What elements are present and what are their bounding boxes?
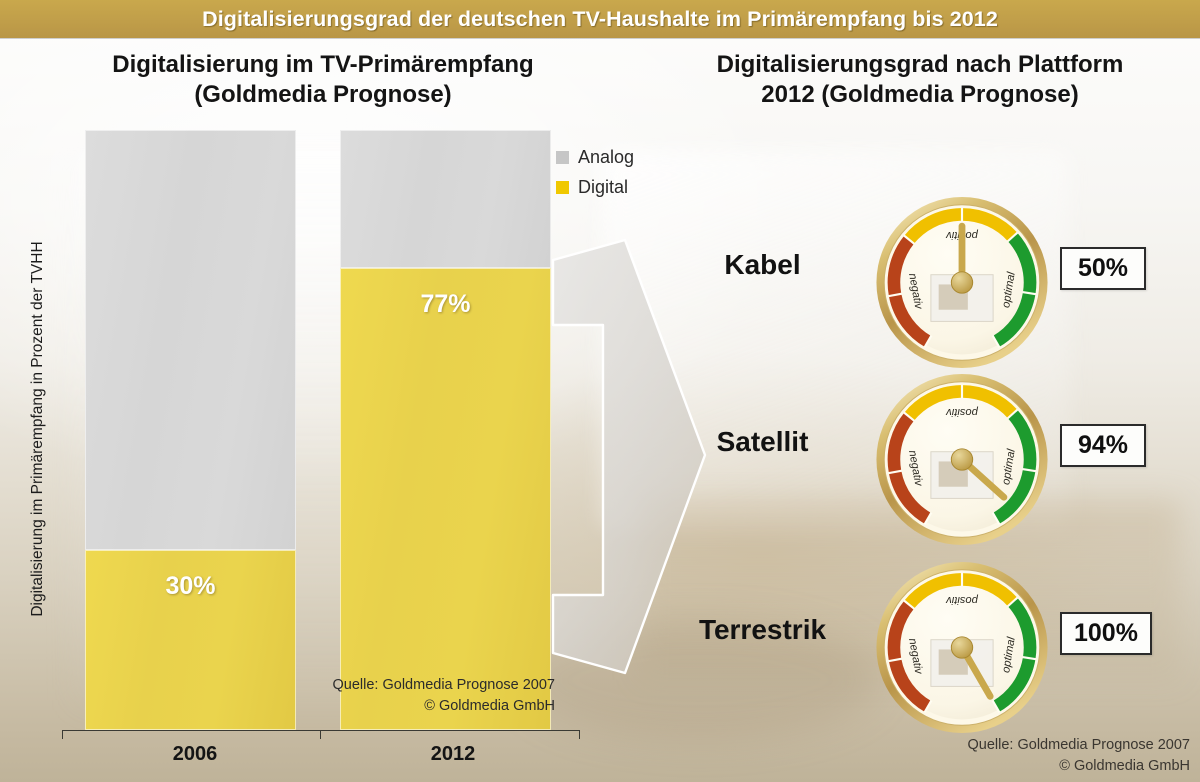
svg-text:positiv: positiv — [945, 406, 979, 418]
legend-item-analog: Analog — [556, 142, 634, 172]
page-title: Digitalisierungsgrad der deutschen TV-Ha… — [202, 6, 998, 31]
bar-segment-digital-2006 — [85, 550, 296, 730]
platform-label-terrestrik: Terrestrik — [698, 614, 827, 645]
x-axis-tick-middle — [320, 730, 321, 739]
bar-value-2012: 77% — [420, 290, 471, 318]
x-axis-tick-right — [579, 730, 580, 739]
legend-swatch-analog-icon — [556, 150, 569, 164]
percent-badge-satellit: 94% — [1060, 424, 1146, 467]
header-bar: Digitalisierungsgrad der deutschen TV-Ha… — [0, 0, 1200, 38]
right-panel-title: Digitalisierungsgrad nach Plattform 2012… — [716, 51, 1124, 108]
bar-2012: 77% — [340, 130, 551, 730]
chart-source-line-1: Quelle: Goldmedia Prognose 2007 — [332, 677, 555, 693]
bar-segment-analog-2012 — [340, 130, 551, 268]
x-axis-line — [62, 730, 580, 731]
bar-2006: 30% — [85, 130, 296, 730]
x-axis-tick-label-2006: 2006 — [172, 743, 218, 765]
chart-source-line-2: © Goldmedia GmbH — [424, 698, 555, 714]
y-axis-label: Digitalisierung im Primärempfang in Proz… — [29, 241, 46, 617]
gauge-satellit: negativ positiv optimal — [872, 372, 1052, 547]
chart-source-note: Quelle: Goldmedia Prognose 2007 © Goldme… — [250, 675, 555, 717]
svg-text:optimal: optimal — [1000, 636, 1018, 674]
gauge-source-note: Quelle: Goldmedia Prognose 2007 © Goldme… — [850, 735, 1190, 777]
legend-swatch-digital-icon — [556, 180, 569, 194]
percent-badge-terrestrik: 100% — [1060, 612, 1152, 655]
left-panel-title: Digitalisierung im TV-Primärempfang (Gol… — [112, 51, 534, 108]
legend-label-digital: Digital — [578, 176, 629, 197]
gauge-source-line-2: © Goldmedia GmbH — [1059, 758, 1190, 774]
bar-segment-digital-2012 — [340, 268, 551, 730]
legend-label-analog: Analog — [578, 146, 635, 167]
legend-item-digital: Digital — [556, 172, 634, 202]
platform-label-kabel: Kabel — [724, 249, 801, 280]
svg-text:optimal: optimal — [1000, 271, 1018, 309]
bar-value-2006: 30% — [165, 572, 216, 600]
stacked-bar-chart: Digitalisierung im Primärempfang in Proz… — [29, 130, 634, 765]
gauge-row-terrestrik: Terrestrik negativ positiv optimal 100% — [660, 560, 1190, 735]
gauge-row-satellit: Satellit negativ positiv optimal 94% — [660, 372, 1190, 547]
svg-text:positiv: positiv — [945, 594, 979, 606]
percent-badge-kabel: 50% — [1060, 247, 1146, 290]
gauge-terrestrik: negativ positiv optimal — [872, 560, 1052, 735]
gauge-source-line-1: Quelle: Goldmedia Prognose 2007 — [967, 737, 1190, 753]
svg-text:optimal: optimal — [1000, 448, 1018, 486]
chart-legend: Analog Digital — [556, 142, 634, 202]
platform-label-satellit: Satellit — [716, 426, 809, 457]
x-axis-tick-left — [62, 730, 63, 739]
bar-segment-analog-2006 — [85, 130, 296, 550]
x-axis-tick-label-2012: 2012 — [430, 743, 476, 765]
right-chevron-arrow-icon — [551, 238, 707, 675]
